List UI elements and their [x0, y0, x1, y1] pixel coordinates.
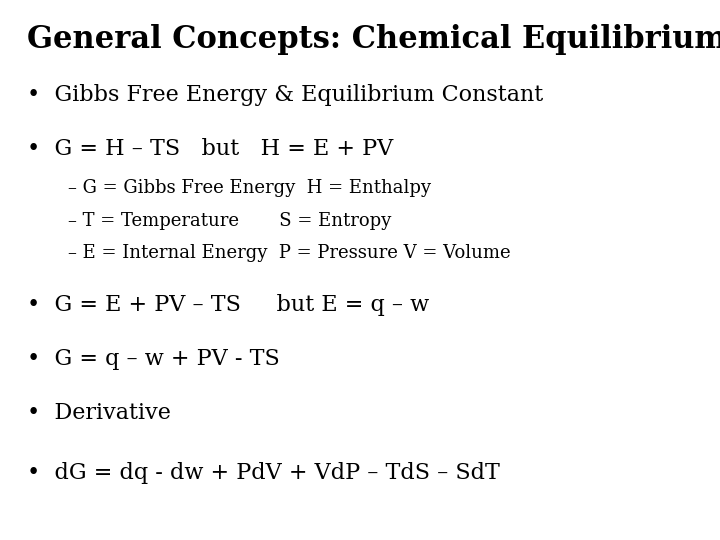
Text: •  G = E + PV – TS     but E = q – w: • G = E + PV – TS but E = q – w: [27, 294, 430, 316]
Text: – E = Internal Energy  P = Pressure V = Volume: – E = Internal Energy P = Pressure V = V…: [68, 244, 511, 262]
Text: – G = Gibbs Free Energy  H = Enthalpy: – G = Gibbs Free Energy H = Enthalpy: [68, 179, 431, 197]
Text: •  Derivative: • Derivative: [27, 402, 171, 424]
Text: •  G = H – TS   but   H = E + PV: • G = H – TS but H = E + PV: [27, 138, 394, 160]
Text: General Concepts: Chemical Equilibrium: General Concepts: Chemical Equilibrium: [27, 24, 720, 55]
Text: •  G = q – w + PV - TS: • G = q – w + PV - TS: [27, 348, 280, 370]
Text: – T = Temperature       S = Entropy: – T = Temperature S = Entropy: [68, 212, 392, 230]
Text: •  Gibbs Free Energy & Equilibrium Constant: • Gibbs Free Energy & Equilibrium Consta…: [27, 84, 544, 106]
Text: •  dG = dq - dw + PdV + VdP – TdS – SdT: • dG = dq - dw + PdV + VdP – TdS – SdT: [27, 462, 500, 484]
